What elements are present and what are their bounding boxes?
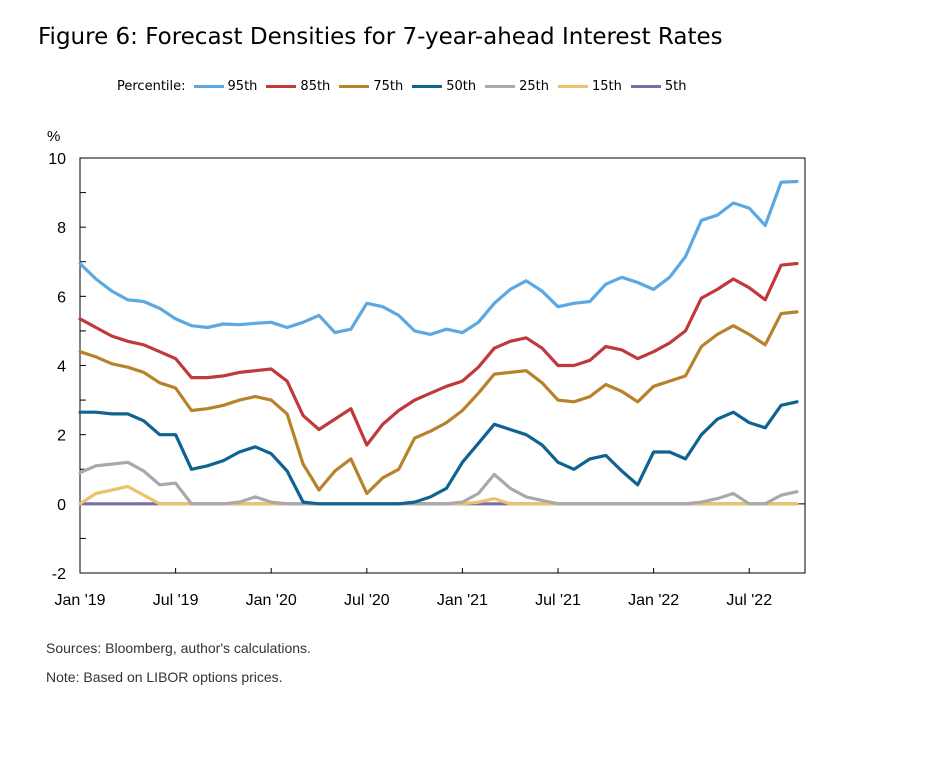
legend-item-95th: 95th bbox=[193, 78, 258, 94]
legend-item-label: 85th bbox=[300, 78, 331, 94]
legend-swatch bbox=[412, 84, 443, 88]
legend-swatch bbox=[266, 84, 297, 88]
legend: Percentile: 95th 85th 75th 50th 25th 15th 5th bbox=[117, 76, 695, 96]
x-tick-label: Jan '19 bbox=[54, 592, 105, 609]
chart-title: Figure 6: Forecast Densities for 7-year-… bbox=[38, 24, 723, 50]
legend-item-label: 25th bbox=[519, 78, 549, 94]
x-tick-label: Jan '22 bbox=[628, 592, 679, 609]
legend-item-label: 50th bbox=[446, 78, 477, 94]
legend-item-75th: 75th bbox=[339, 79, 403, 94]
plot-area bbox=[79, 157, 806, 574]
series-line-95th bbox=[78, 179, 799, 336]
y-tick-label: 2 bbox=[57, 428, 66, 445]
legend-item-label: 75th bbox=[373, 78, 404, 94]
legend-item-25th: 25th bbox=[485, 79, 549, 94]
plot-frame bbox=[79, 157, 806, 574]
x-tick-label: Jul '20 bbox=[344, 592, 390, 609]
y-axis-unit-label: % bbox=[47, 128, 60, 145]
series-line-75th bbox=[78, 310, 799, 496]
x-axis: Jan '19 Jul '19 Jan '20 Jul '20 Jan '21 Jul '… bbox=[54, 503, 805, 609]
x-tick-label: Jul '22 bbox=[726, 592, 772, 609]
legend-swatch bbox=[485, 84, 516, 88]
y-tick-label: 0 bbox=[57, 497, 66, 514]
legend-item-label: 15th bbox=[591, 78, 622, 94]
y-tick-label: 10 bbox=[48, 151, 66, 168]
legend-label: Percentile: bbox=[117, 78, 186, 94]
x-tick-label: Jan '20 bbox=[246, 592, 297, 609]
legend-swatch bbox=[630, 84, 661, 88]
sources-note: Sources: Bloomberg, author's calculation… bbox=[46, 640, 311, 656]
legend-item-85th: 85th bbox=[266, 79, 330, 94]
y-tick-label: 4 bbox=[57, 359, 66, 376]
y-axis: -2 0 2 4 6 8 10 bbox=[48, 151, 86, 583]
y-tick-label: 8 bbox=[57, 220, 66, 237]
series-line-50th bbox=[78, 400, 799, 506]
series-layer bbox=[78, 179, 799, 506]
legend-item-5th: 5th bbox=[630, 78, 687, 94]
x-tick-label: Jul '19 bbox=[153, 592, 199, 609]
legend-item-label: 5th bbox=[664, 78, 687, 94]
y-tick-label: 6 bbox=[57, 289, 66, 306]
legend-item-50th: 50th bbox=[412, 79, 476, 94]
legend-swatch bbox=[339, 84, 370, 88]
y-tick-label: -2 bbox=[52, 566, 66, 583]
legend-items: 95th 85th 75th 50th 25th 15th 5th bbox=[193, 78, 696, 94]
legend-swatch bbox=[557, 84, 588, 88]
legend-swatch bbox=[193, 84, 224, 88]
series-line-85th bbox=[78, 261, 799, 447]
method-note: Note: Based on LIBOR options prices. bbox=[46, 669, 283, 685]
x-tick-label: Jul '21 bbox=[535, 592, 581, 609]
x-tick-label: Jan '21 bbox=[437, 592, 488, 609]
legend-item-15th: 15th bbox=[557, 78, 622, 94]
series-line-25th bbox=[78, 460, 799, 506]
legend-item-label: 95th bbox=[227, 78, 258, 94]
